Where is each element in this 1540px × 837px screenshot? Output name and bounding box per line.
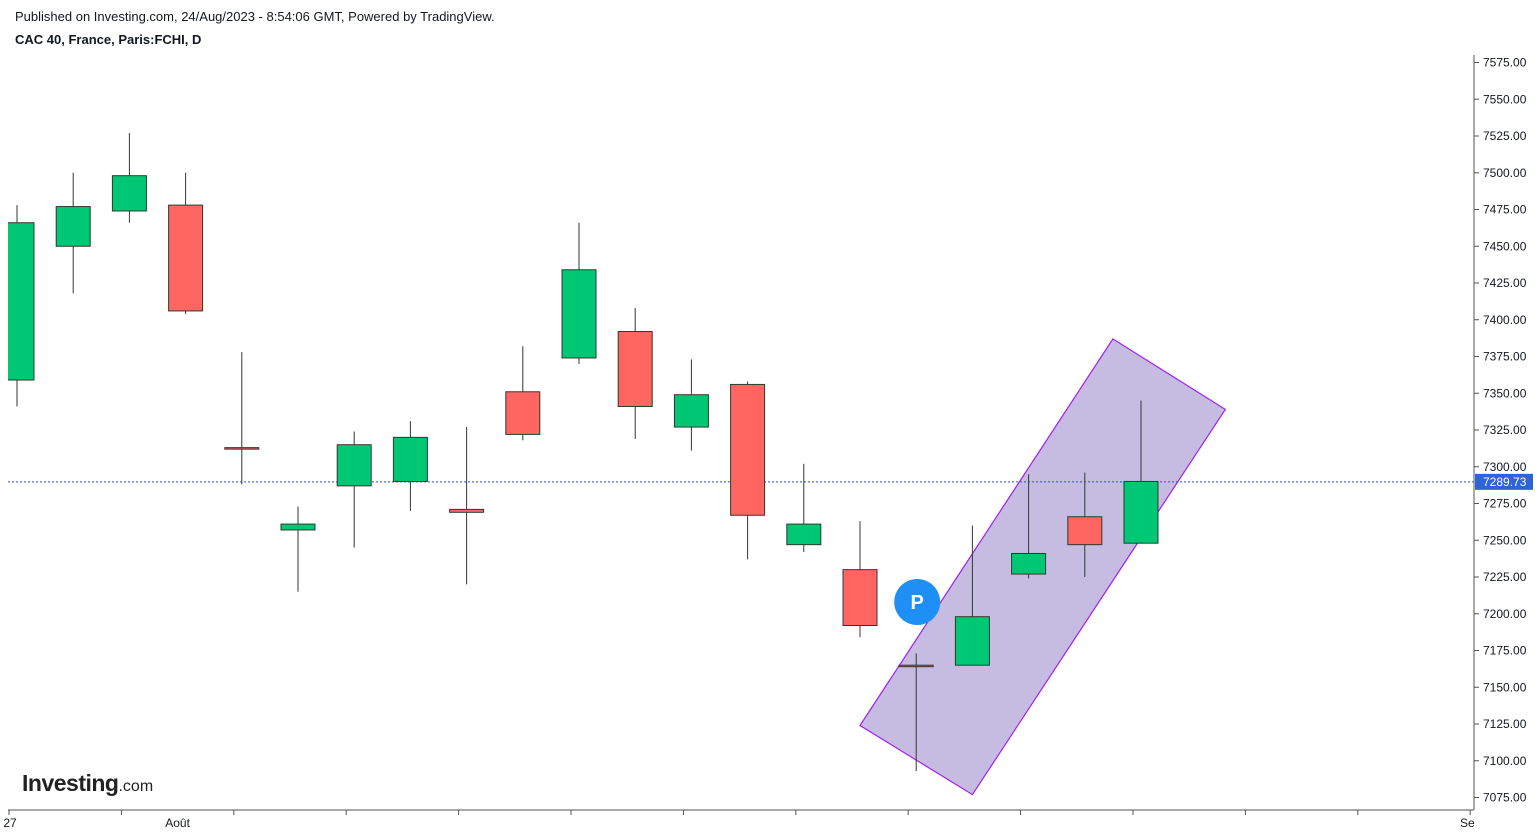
candle: [336, 431, 372, 548]
candle: [730, 381, 766, 560]
y-tick-label: 7125.00: [1483, 717, 1527, 731]
candle: [280, 506, 316, 592]
candle-body: [617, 331, 653, 407]
candle-body: [336, 444, 372, 487]
candle-body: [1067, 516, 1103, 546]
candle: [55, 172, 91, 294]
y-tick-label: 7575.00: [1483, 56, 1527, 70]
candle: [842, 521, 878, 638]
candle: [224, 352, 260, 485]
y-tick-label: 7475.00: [1483, 203, 1527, 217]
x-tick-label: 27: [3, 816, 17, 830]
y-tick-label: 7400.00: [1483, 313, 1527, 327]
candle-body: [954, 616, 990, 666]
candle-body: [730, 383, 766, 516]
candle: [561, 222, 597, 364]
candle-body: [561, 269, 597, 359]
candle-body: [898, 664, 934, 668]
candle-body: [1123, 480, 1159, 544]
y-tick-label: 7275.00: [1483, 497, 1527, 511]
y-tick-label: 7250.00: [1483, 533, 1527, 547]
pivot-marker-label: P: [911, 592, 924, 614]
y-tick-label: 7100.00: [1483, 754, 1527, 768]
y-tick-label: 7225.00: [1483, 570, 1527, 584]
candle-body: [673, 394, 709, 428]
candle-body: [392, 436, 428, 482]
axes-layer: 7575.00 7550.00 7525.00 7500.00 7475.00 7450.…: [3, 55, 1533, 830]
candle: [168, 172, 204, 314]
candle: [505, 346, 541, 441]
candle: [392, 421, 428, 511]
candle: [1011, 474, 1047, 579]
candle-body: [786, 523, 822, 546]
candle: [786, 463, 822, 553]
last-price-label: 7289.73: [1483, 475, 1527, 489]
candle-body: [55, 206, 91, 247]
candle-body: [449, 508, 485, 513]
y-tick-label: 7300.00: [1483, 460, 1527, 474]
candle: [449, 427, 485, 585]
y-tick-label: 7450.00: [1483, 239, 1527, 253]
candle: [8, 205, 35, 407]
y-tick-label: 7500.00: [1483, 166, 1527, 180]
y-tick-label: 7325.00: [1483, 423, 1527, 437]
symbol-title: CAC 40, France, Paris:FCHI, D: [15, 32, 202, 47]
candle: [954, 525, 990, 666]
candle-body: [224, 447, 260, 450]
y-tick-label: 7425.00: [1483, 276, 1527, 290]
candle: [617, 307, 653, 439]
x-tick-label: Août: [165, 816, 190, 830]
published-caption: Published on Investing.com, 24/Aug/2023 …: [15, 9, 495, 24]
y-tick-label: 7200.00: [1483, 607, 1527, 621]
candle: [1123, 400, 1159, 544]
y-tick-label: 7075.00: [1483, 791, 1527, 805]
candle-body: [280, 523, 316, 531]
y-tick-label: 7525.00: [1483, 129, 1527, 143]
y-tick-label: 7175.00: [1483, 644, 1527, 658]
candle: [111, 133, 147, 223]
candle: [673, 359, 709, 451]
pivot-marker: [894, 578, 941, 625]
candle-body: [111, 175, 147, 212]
y-tick-label: 7350.00: [1483, 386, 1527, 400]
marker-layer: P: [894, 578, 941, 625]
last-price-label-bg: [1475, 473, 1533, 490]
candle-body: [168, 204, 204, 312]
candle: [1067, 472, 1103, 577]
candle-body: [842, 569, 878, 627]
candle-body: [8, 222, 35, 381]
candle-body: [1011, 552, 1047, 575]
candle-body: [505, 391, 541, 435]
candle: [898, 653, 934, 772]
y-tick-label: 7150.00: [1483, 680, 1527, 694]
x-tick-label: Se: [1460, 816, 1475, 830]
candles-layer: [8, 133, 1159, 772]
investing-logo: Investing.com: [22, 770, 154, 796]
y-tick-label: 7375.00: [1483, 350, 1527, 364]
y-tick-label: 7550.00: [1483, 92, 1527, 106]
